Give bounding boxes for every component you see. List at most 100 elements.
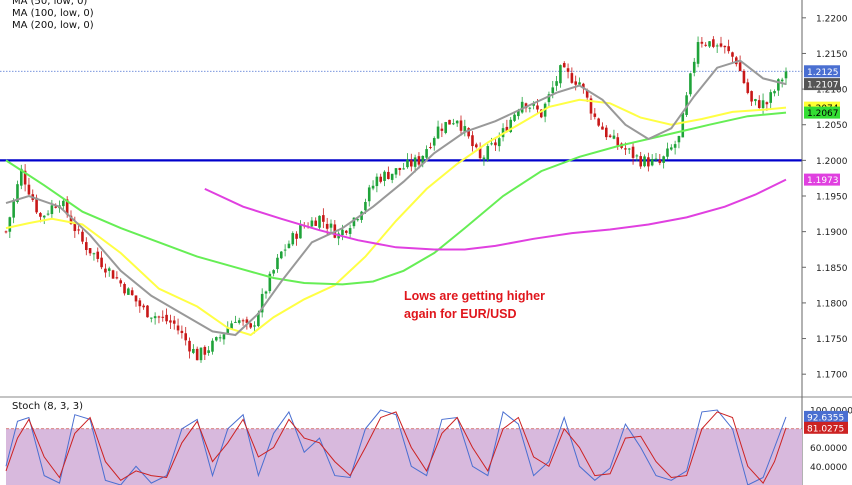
candle-body — [88, 248, 92, 254]
candle-body — [96, 251, 100, 259]
candle-body — [582, 83, 585, 88]
candle-body — [585, 90, 589, 98]
candle-body — [494, 142, 497, 146]
candle-body — [222, 334, 226, 340]
candle-body — [474, 144, 478, 148]
candle-body — [379, 176, 383, 182]
candle-body — [318, 215, 321, 228]
candle-body — [100, 257, 103, 268]
candle-body — [123, 284, 126, 294]
candle-body — [757, 100, 761, 108]
candle-body — [390, 173, 394, 180]
candle-body — [673, 144, 677, 148]
candle-body — [65, 199, 69, 215]
candle-body — [367, 187, 371, 202]
candle-body — [436, 126, 440, 139]
price-label-bg — [804, 173, 840, 186]
y-tick-label: 1.2150 — [816, 50, 848, 60]
y-tick-label: 1.2000 — [816, 157, 848, 167]
candle-body — [708, 41, 711, 47]
stoch-label-text: 92.6355 — [807, 413, 844, 423]
candle-body — [536, 105, 539, 110]
moving-average-0-line — [5, 98, 787, 337]
candle-body — [249, 323, 253, 328]
candle-body — [73, 222, 77, 232]
candle-body — [482, 157, 486, 160]
candle-body — [608, 135, 612, 137]
candle-body — [780, 79, 784, 82]
candlesticks — [4, 36, 788, 363]
candle-body — [398, 167, 402, 171]
candle-body — [624, 148, 627, 150]
candle-body — [742, 70, 746, 84]
stoch-tick-label: 60.0000 — [810, 444, 847, 454]
candle-body — [765, 102, 769, 105]
moving-average-3-line — [5, 59, 787, 337]
candle-body — [547, 94, 551, 103]
candle-body — [532, 103, 535, 106]
candle-body — [138, 300, 142, 307]
candle-body — [712, 39, 715, 47]
candle-body — [715, 45, 719, 47]
candle-body — [234, 321, 237, 323]
candle-body — [417, 156, 421, 165]
candle-body — [440, 128, 444, 131]
candle-body — [35, 197, 38, 213]
candle-body — [107, 268, 111, 271]
y-tick-label: 1.1800 — [816, 299, 848, 309]
candle-body — [704, 44, 708, 46]
candle-body — [601, 126, 604, 130]
candle-body — [8, 217, 12, 232]
candle-body — [700, 41, 704, 44]
candle-body — [146, 305, 149, 318]
candle-body — [681, 112, 685, 138]
candle-body — [505, 126, 509, 132]
candle-body — [104, 268, 107, 273]
candle-body — [165, 314, 168, 322]
candle-body — [463, 126, 467, 132]
candle-body — [226, 327, 230, 335]
candle-body — [654, 158, 658, 160]
stochastic-line-0 — [5, 409, 787, 485]
candle-body — [589, 98, 593, 114]
candle-body — [127, 288, 130, 295]
candle-body — [421, 155, 425, 165]
price-label-bg — [804, 78, 840, 91]
candle-body — [169, 320, 172, 323]
candle-body — [218, 337, 222, 339]
candle-body — [639, 156, 643, 167]
candle-body — [54, 206, 58, 208]
moving-averages — [5, 59, 787, 337]
candle-body — [551, 87, 555, 94]
candle-body — [719, 43, 723, 47]
candle-body — [727, 46, 730, 52]
candle-body — [188, 340, 191, 352]
candle-body — [245, 319, 249, 323]
candle-body — [452, 123, 455, 125]
candle-body — [409, 160, 413, 167]
candle-body — [777, 79, 780, 91]
price-label-text: 1.2107 — [807, 81, 839, 91]
candle-body — [635, 155, 639, 157]
candle-body — [520, 101, 524, 113]
candle-body — [203, 346, 207, 355]
candle-body — [62, 200, 65, 207]
candle-body — [513, 114, 516, 121]
candle-body — [459, 120, 463, 131]
stoch-label-text: 81.0275 — [807, 424, 844, 434]
price-label-text: 1.2067 — [807, 109, 839, 119]
candle-body — [578, 82, 581, 85]
candle-body — [39, 213, 42, 217]
candle-body — [662, 156, 665, 163]
stochastic-panel: Stoch (8, 3, 3)100.000080.000060.000040.… — [5, 401, 852, 485]
candle-body — [761, 100, 765, 109]
candle-body — [341, 229, 344, 236]
candle-body — [199, 347, 203, 361]
candle-body — [570, 73, 574, 83]
candle-body — [142, 305, 145, 308]
candle-body — [509, 119, 513, 133]
candle-body — [562, 63, 566, 68]
candle-body — [566, 68, 570, 72]
candle-body — [257, 312, 260, 327]
candle-body — [773, 91, 776, 94]
